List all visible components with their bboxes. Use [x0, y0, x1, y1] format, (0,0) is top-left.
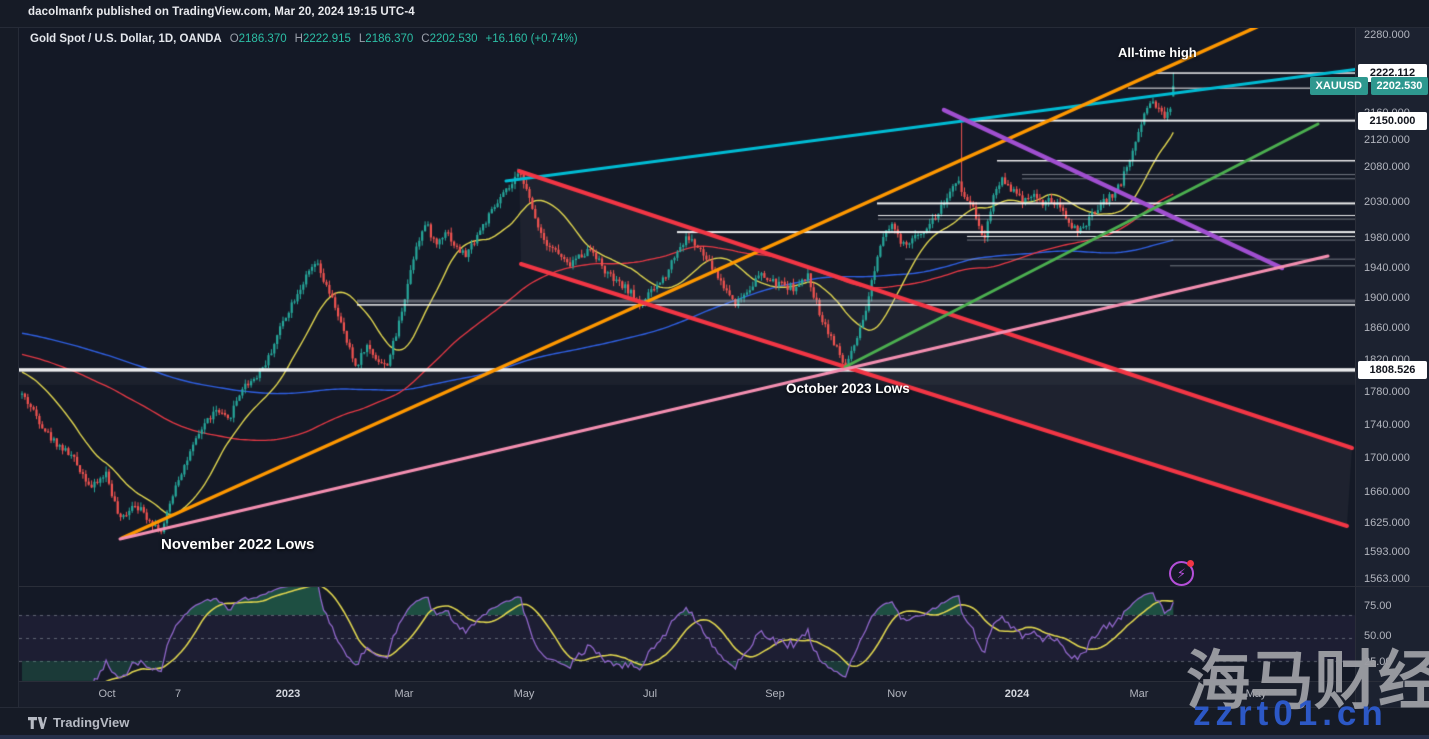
pane-divider-main-rsi[interactable]	[19, 586, 1429, 587]
high-label: H	[294, 33, 303, 45]
time-axis[interactable]	[19, 682, 1355, 707]
price-tick-label: 1900.000	[1364, 291, 1410, 304]
time-tick-label: Mar	[394, 688, 414, 700]
lightning-bolt-icon: ⚡	[1176, 566, 1187, 581]
watermark-url: zzrt01.cn	[1193, 694, 1388, 733]
close-value: 2202.530	[429, 33, 478, 45]
price-tick-label: 2080.000	[1364, 161, 1410, 174]
time-tick-label: May	[513, 688, 535, 700]
low-label: L	[358, 33, 366, 45]
time-tick-label: May	[1245, 688, 1267, 700]
price-tick-label: 2280.000	[1364, 29, 1410, 41]
time-tick-label: 7	[174, 688, 182, 700]
high-value: 2222.915	[302, 33, 351, 45]
attribution-bar: dacolmanfx published on TradingView.com,…	[0, 0, 1429, 28]
rsi-tick-label: 75.00	[1364, 600, 1392, 612]
symbol-tag: XAUUSD	[1309, 76, 1368, 95]
price-tick-label: 1780.000	[1364, 385, 1410, 398]
watermark-cjk: 海马财经	[1186, 645, 1429, 717]
attribution-text: dacolmanfx published on TradingView.com,…	[28, 6, 415, 18]
annotation-october-2023-lows[interactable]: October 2023 Lows	[786, 381, 910, 396]
time-tick-label: Oct	[98, 688, 116, 700]
footer-bar: TradingView	[0, 707, 1429, 736]
annotation-november-2022-lows[interactable]: November 2022 Lows	[161, 536, 315, 553]
chart-canvas[interactable]	[19, 28, 1355, 682]
low-value: 2186.370	[365, 33, 414, 45]
price-tick-label: 1625.000	[1364, 517, 1410, 530]
pane-divider-rsi-time[interactable]	[19, 681, 1429, 682]
price-tick-label: 1660.000	[1364, 486, 1410, 499]
tradingview-logo[interactable]: TradingView	[28, 715, 129, 730]
tradingview-logo-text: TradingView	[53, 715, 130, 730]
price-tick-label: 2120.000	[1364, 133, 1410, 146]
price-tick-label: 1593.000	[1364, 545, 1410, 558]
time-tick-label: 2024	[1004, 688, 1030, 700]
price-tick-label: 1860.000	[1364, 322, 1410, 335]
annotation-all-time-high[interactable]: All-time high	[1118, 45, 1197, 60]
close-label: C	[421, 33, 430, 45]
change-value: +16.160 (+0.74%)	[485, 33, 578, 45]
chart-left-border	[18, 27, 19, 707]
price-tick-label: 1563.000	[1364, 573, 1410, 586]
price-level-badge: 2150.000	[1358, 111, 1427, 130]
bottom-accent-bar	[0, 735, 1429, 739]
last-price-badge: XAUUSD 2202.530	[1309, 76, 1428, 95]
price-tick-label: 1700.000	[1364, 452, 1410, 465]
rsi-tick-label: 50.00	[1364, 630, 1392, 642]
price-tick-label: 2030.000	[1364, 196, 1410, 209]
price-level-badge: 1808.526	[1358, 360, 1427, 379]
time-tick-label: Nov	[887, 688, 907, 700]
flash-icon[interactable]: ⚡	[1169, 560, 1194, 586]
time-tick-label: Mar	[1129, 688, 1149, 700]
time-tick-label: Jul	[642, 688, 658, 700]
open-label: O	[229, 33, 239, 45]
tradingview-logo-icon	[28, 716, 47, 729]
price-tick-label: 1980.000	[1364, 232, 1410, 245]
time-tick-label: Sep	[765, 688, 785, 700]
rsi-tick-label: 25.00	[1364, 656, 1392, 668]
time-tick-label: 2023	[275, 688, 301, 700]
last-price-value: 2202.530	[1371, 76, 1428, 95]
open-value: 2186.370	[238, 33, 287, 45]
symbol-title[interactable]: Gold Spot / U.S. Dollar, 1D, OANDA	[30, 33, 222, 45]
chart-legend[interactable]: Gold Spot / U.S. Dollar, 1D, OANDA O2186…	[30, 33, 578, 45]
price-tick-label: 1940.000	[1364, 261, 1410, 274]
notification-dot	[1187, 560, 1194, 567]
price-tick-label: 1740.000	[1364, 418, 1410, 431]
price-axis[interactable]: 2280.0002160.0002120.0002080.0002030.000…	[1309, 28, 1429, 707]
